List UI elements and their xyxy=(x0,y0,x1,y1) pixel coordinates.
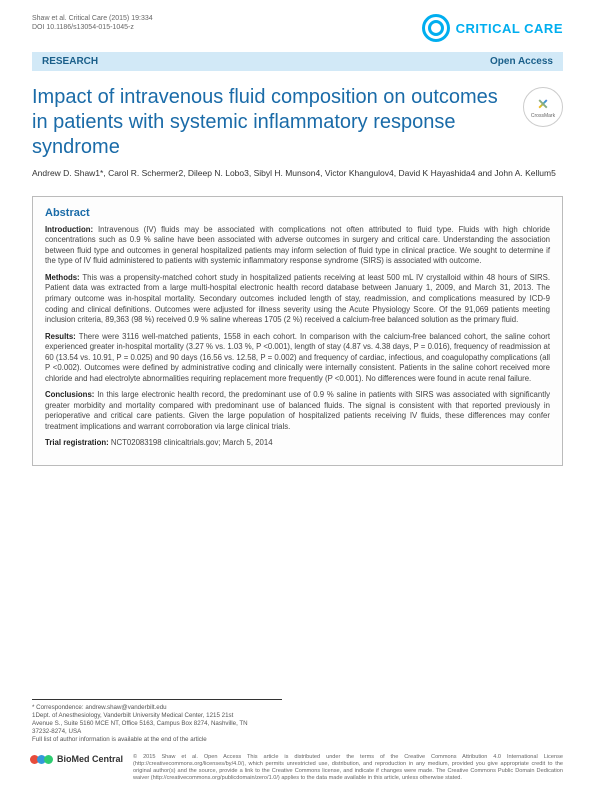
citation-line: Shaw et al. Critical Care (2015) 19:334 xyxy=(32,14,153,23)
license-text: © 2015 Shaw et al. Open Access This arti… xyxy=(133,754,563,782)
abstract-heading: Abstract xyxy=(45,207,550,219)
article-type-band: RESEARCH Open Access xyxy=(32,52,563,71)
abstract-conclusions: Conclusions: In this large electronic he… xyxy=(45,390,550,432)
publisher-circles-icon xyxy=(32,755,53,764)
abstract-trial: Trial registration: NCT02083198 clinical… xyxy=(45,438,550,449)
journal-logo-icon xyxy=(422,14,450,42)
crossmark-icon: ✕ xyxy=(537,96,549,113)
crossmark-label: CrossMark xyxy=(531,113,555,119)
page-footer: * Correspondence: andrew.shaw@vanderbilt… xyxy=(0,691,595,794)
correspondence-block: * Correspondence: andrew.shaw@vanderbilt… xyxy=(32,699,282,744)
corr-affil-2: Avenue S., Suite 5160 MCE NT, Office 516… xyxy=(32,720,282,728)
page-header: Shaw et al. Critical Care (2015) 19:334 … xyxy=(0,0,595,48)
corr-fulllist: Full list of author information is avail… xyxy=(32,736,282,744)
publisher-name: BioMed Central xyxy=(57,754,123,764)
author-list: Andrew D. Shaw1*, Carol R. Schermer2, Di… xyxy=(0,166,595,190)
article-type-label: RESEARCH xyxy=(42,56,98,67)
corr-affil-3: 37232-8274, USA xyxy=(32,728,282,736)
abstract-box: Abstract Introduction: Intravenous (IV) … xyxy=(32,196,563,466)
license-row: BioMed Central © 2015 Shaw et al. Open A… xyxy=(32,754,563,782)
doi-line: DOI 10.1186/s13054-015-1045-z xyxy=(32,23,153,32)
corr-email: * Correspondence: andrew.shaw@vanderbilt… xyxy=(32,704,282,712)
corr-affil-1: 1Dept. of Anesthesiology, Vanderbilt Uni… xyxy=(32,712,282,720)
abstract-results: Results: There were 3116 well-matched pa… xyxy=(45,332,550,385)
publisher-logo: BioMed Central xyxy=(32,754,123,764)
title-block: Impact of intravenous fluid composition … xyxy=(0,71,595,166)
citation-block: Shaw et al. Critical Care (2015) 19:334 … xyxy=(32,14,153,32)
abstract-methods: Methods: This was a propensity-matched c… xyxy=(45,273,550,326)
open-access-label: Open Access xyxy=(490,56,553,67)
journal-name: CRITICAL CARE xyxy=(456,21,563,36)
journal-brand: CRITICAL CARE xyxy=(422,14,563,42)
article-title: Impact of intravenous fluid composition … xyxy=(32,85,512,160)
abstract-intro: Introduction: Intravenous (IV) fluids ma… xyxy=(45,225,550,267)
crossmark-badge[interactable]: ✕ CrossMark xyxy=(523,87,563,127)
